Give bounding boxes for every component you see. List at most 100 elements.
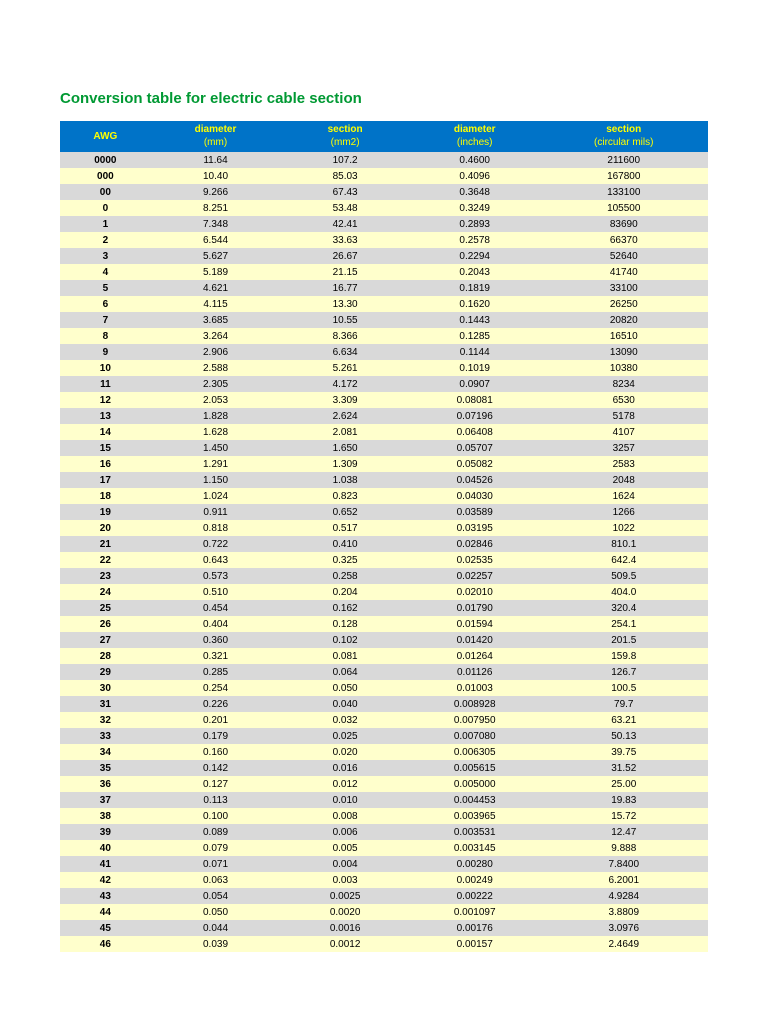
table-cell: 2.4649 — [540, 936, 709, 952]
table-row: 122.0533.3090.080816530 — [60, 392, 708, 408]
table-cell: 0.007080 — [410, 728, 540, 744]
table-row: 230.5730.2580.02257509.5 — [60, 568, 708, 584]
table-cell: 0.510 — [151, 584, 281, 600]
table-row: 430.0540.00250.002224.9284 — [60, 888, 708, 904]
col-header-section-cmil: section (circular mils) — [540, 121, 709, 152]
table-cell: 0.003965 — [410, 808, 540, 824]
table-row: 370.1130.0100.00445319.83 — [60, 792, 708, 808]
table-cell: 45 — [60, 920, 151, 936]
table-cell: 0.004 — [280, 856, 410, 872]
table-cell: 1624 — [540, 488, 709, 504]
table-cell: 0.064 — [280, 664, 410, 680]
table-cell: 3257 — [540, 440, 709, 456]
table-row: 420.0630.0030.002496.2001 — [60, 872, 708, 888]
table-cell: 0.00176 — [410, 920, 540, 936]
table-cell: 159.8 — [540, 648, 709, 664]
table-cell: 3.685 — [151, 312, 281, 328]
table-cell: 3 — [60, 248, 151, 264]
table-cell: 10.55 — [280, 312, 410, 328]
table-cell: 0.044 — [151, 920, 281, 936]
table-cell: 20820 — [540, 312, 709, 328]
table-cell: 0.050 — [151, 904, 281, 920]
table-cell: 1.828 — [151, 408, 281, 424]
table-cell: 0.003531 — [410, 824, 540, 840]
table-cell: 12 — [60, 392, 151, 408]
table-cell: 2 — [60, 232, 151, 248]
table-row: 220.6430.3250.02535642.4 — [60, 552, 708, 568]
table-cell: 0.00157 — [410, 936, 540, 952]
table-cell: 0.160 — [151, 744, 281, 760]
col-header-label: section — [328, 124, 363, 135]
table-row: 400.0790.0050.0031459.888 — [60, 840, 708, 856]
table-cell: 41740 — [540, 264, 709, 280]
document-page: Conversion table for electric cable sect… — [0, 0, 768, 952]
table-cell: 39.75 — [540, 744, 709, 760]
table-cell: 0.128 — [280, 616, 410, 632]
table-cell: 79.7 — [540, 696, 709, 712]
table-cell: 0.01126 — [410, 664, 540, 680]
table-cell: 0.03589 — [410, 504, 540, 520]
table-cell: 35 — [60, 760, 151, 776]
table-cell: 0.254 — [151, 680, 281, 696]
table-cell: 7.8400 — [540, 856, 709, 872]
table-cell: 6530 — [540, 392, 709, 408]
table-row: 08.25153.480.3249105500 — [60, 200, 708, 216]
table-cell: 23 — [60, 568, 151, 584]
table-cell: 11 — [60, 376, 151, 392]
table-cell: 0.008 — [280, 808, 410, 824]
table-row: 300.2540.0500.01003100.5 — [60, 680, 708, 696]
table-cell: 85.03 — [280, 168, 410, 184]
table-body: 000011.64107.20.460021160000010.4085.030… — [60, 152, 708, 952]
table-cell: 2.081 — [280, 424, 410, 440]
table-row: 280.3210.0810.01264159.8 — [60, 648, 708, 664]
table-cell: 26250 — [540, 296, 709, 312]
table-cell: 133100 — [540, 184, 709, 200]
table-cell: 37 — [60, 792, 151, 808]
table-cell: 404.0 — [540, 584, 709, 600]
table-row: 190.9110.6520.035891266 — [60, 504, 708, 520]
table-row: 73.68510.550.144320820 — [60, 312, 708, 328]
table-cell: 33 — [60, 728, 151, 744]
table-cell: 9.266 — [151, 184, 281, 200]
table-cell: 25 — [60, 600, 151, 616]
table-cell: 0000 — [60, 152, 151, 168]
table-cell: 167800 — [540, 168, 709, 184]
table-cell: 0.05707 — [410, 440, 540, 456]
table-cell: 105500 — [540, 200, 709, 216]
table-cell: 8234 — [540, 376, 709, 392]
table-cell: 0.003145 — [410, 840, 540, 856]
table-row: 35.62726.670.229452640 — [60, 248, 708, 264]
table-cell: 42.41 — [280, 216, 410, 232]
table-cell: 0.2893 — [410, 216, 540, 232]
table-cell: 0.003 — [280, 872, 410, 888]
table-cell: 0.063 — [151, 872, 281, 888]
table-row: 460.0390.00120.001572.4649 — [60, 936, 708, 952]
table-cell: 1 — [60, 216, 151, 232]
table-cell: 0.0025 — [280, 888, 410, 904]
table-row: 380.1000.0080.00396515.72 — [60, 808, 708, 824]
table-cell: 0.1819 — [410, 280, 540, 296]
table-row: 450.0440.00160.001763.0976 — [60, 920, 708, 936]
table-cell: 1.024 — [151, 488, 281, 504]
table-cell: 0.03195 — [410, 520, 540, 536]
table-cell: 4 — [60, 264, 151, 280]
table-cell: 2.588 — [151, 360, 281, 376]
table-cell: 0.039 — [151, 936, 281, 952]
table-cell: 0.162 — [280, 600, 410, 616]
table-cell: 5.627 — [151, 248, 281, 264]
table-cell: 0.005000 — [410, 776, 540, 792]
table-cell: 44 — [60, 904, 151, 920]
table-cell: 41 — [60, 856, 151, 872]
table-cell: 0.005 — [280, 840, 410, 856]
table-cell: 0.360 — [151, 632, 281, 648]
table-row: 54.62116.770.181933100 — [60, 280, 708, 296]
table-cell: 0.113 — [151, 792, 281, 808]
table-cell: 0.722 — [151, 536, 281, 552]
table-cell: 0.1620 — [410, 296, 540, 312]
table-cell: 0.258 — [280, 568, 410, 584]
table-cell: 6.634 — [280, 344, 410, 360]
table-cell: 26.67 — [280, 248, 410, 264]
table-cell: 00 — [60, 184, 151, 200]
table-cell: 0.005615 — [410, 760, 540, 776]
table-cell: 0.818 — [151, 520, 281, 536]
